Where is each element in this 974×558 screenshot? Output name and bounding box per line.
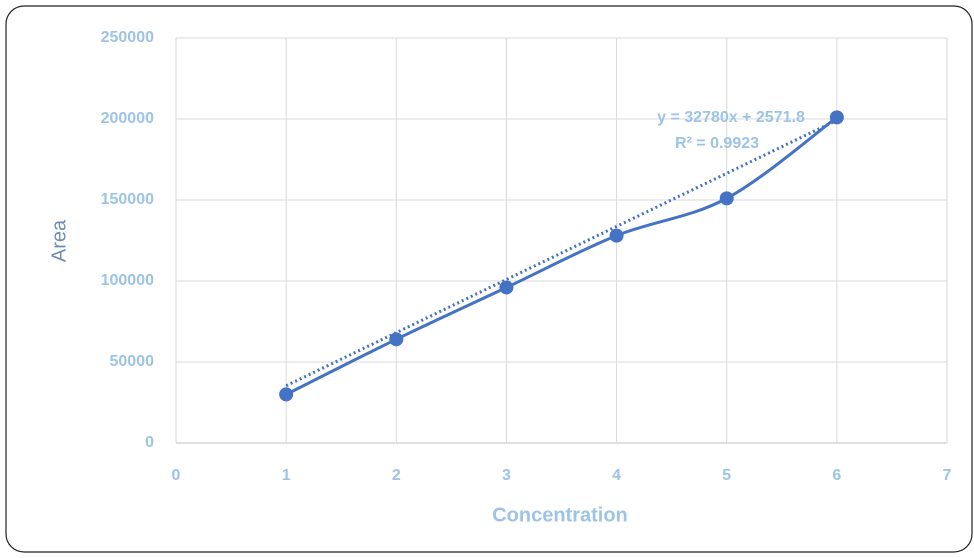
trendline-r-squared: R² = 0.9923 [675,135,759,152]
x-tick-label: 1 [282,467,291,484]
data-point [719,191,734,206]
chart-border [5,5,973,553]
y-tick-label: 100000 [101,272,154,289]
data-point [499,280,514,295]
y-tick-label: 250000 [101,29,154,46]
x-tick-label: 0 [172,467,181,484]
x-tick-label: 6 [832,467,841,484]
y-tick-label: 0 [145,434,154,451]
x-tick-label: 3 [502,467,511,484]
y-axis-title: Area [48,219,70,262]
data-point [829,110,844,125]
y-tick-label: 50000 [110,353,155,370]
trendline-equation: y = 32780x + 2571.8 [657,109,805,126]
trendline [285,118,838,388]
series-line [285,116,838,396]
y-tick-label: 150000 [101,191,154,208]
x-tick-label: 4 [612,467,621,484]
y-tick-label: 200000 [101,110,154,127]
x-tick-label: 7 [943,467,952,484]
data-point [609,228,624,243]
data-point [279,387,294,402]
data-point [389,332,404,347]
x-tick-label: 2 [392,467,401,484]
x-tick-label: 5 [722,467,731,484]
x-axis-title: Concentration [492,504,628,526]
